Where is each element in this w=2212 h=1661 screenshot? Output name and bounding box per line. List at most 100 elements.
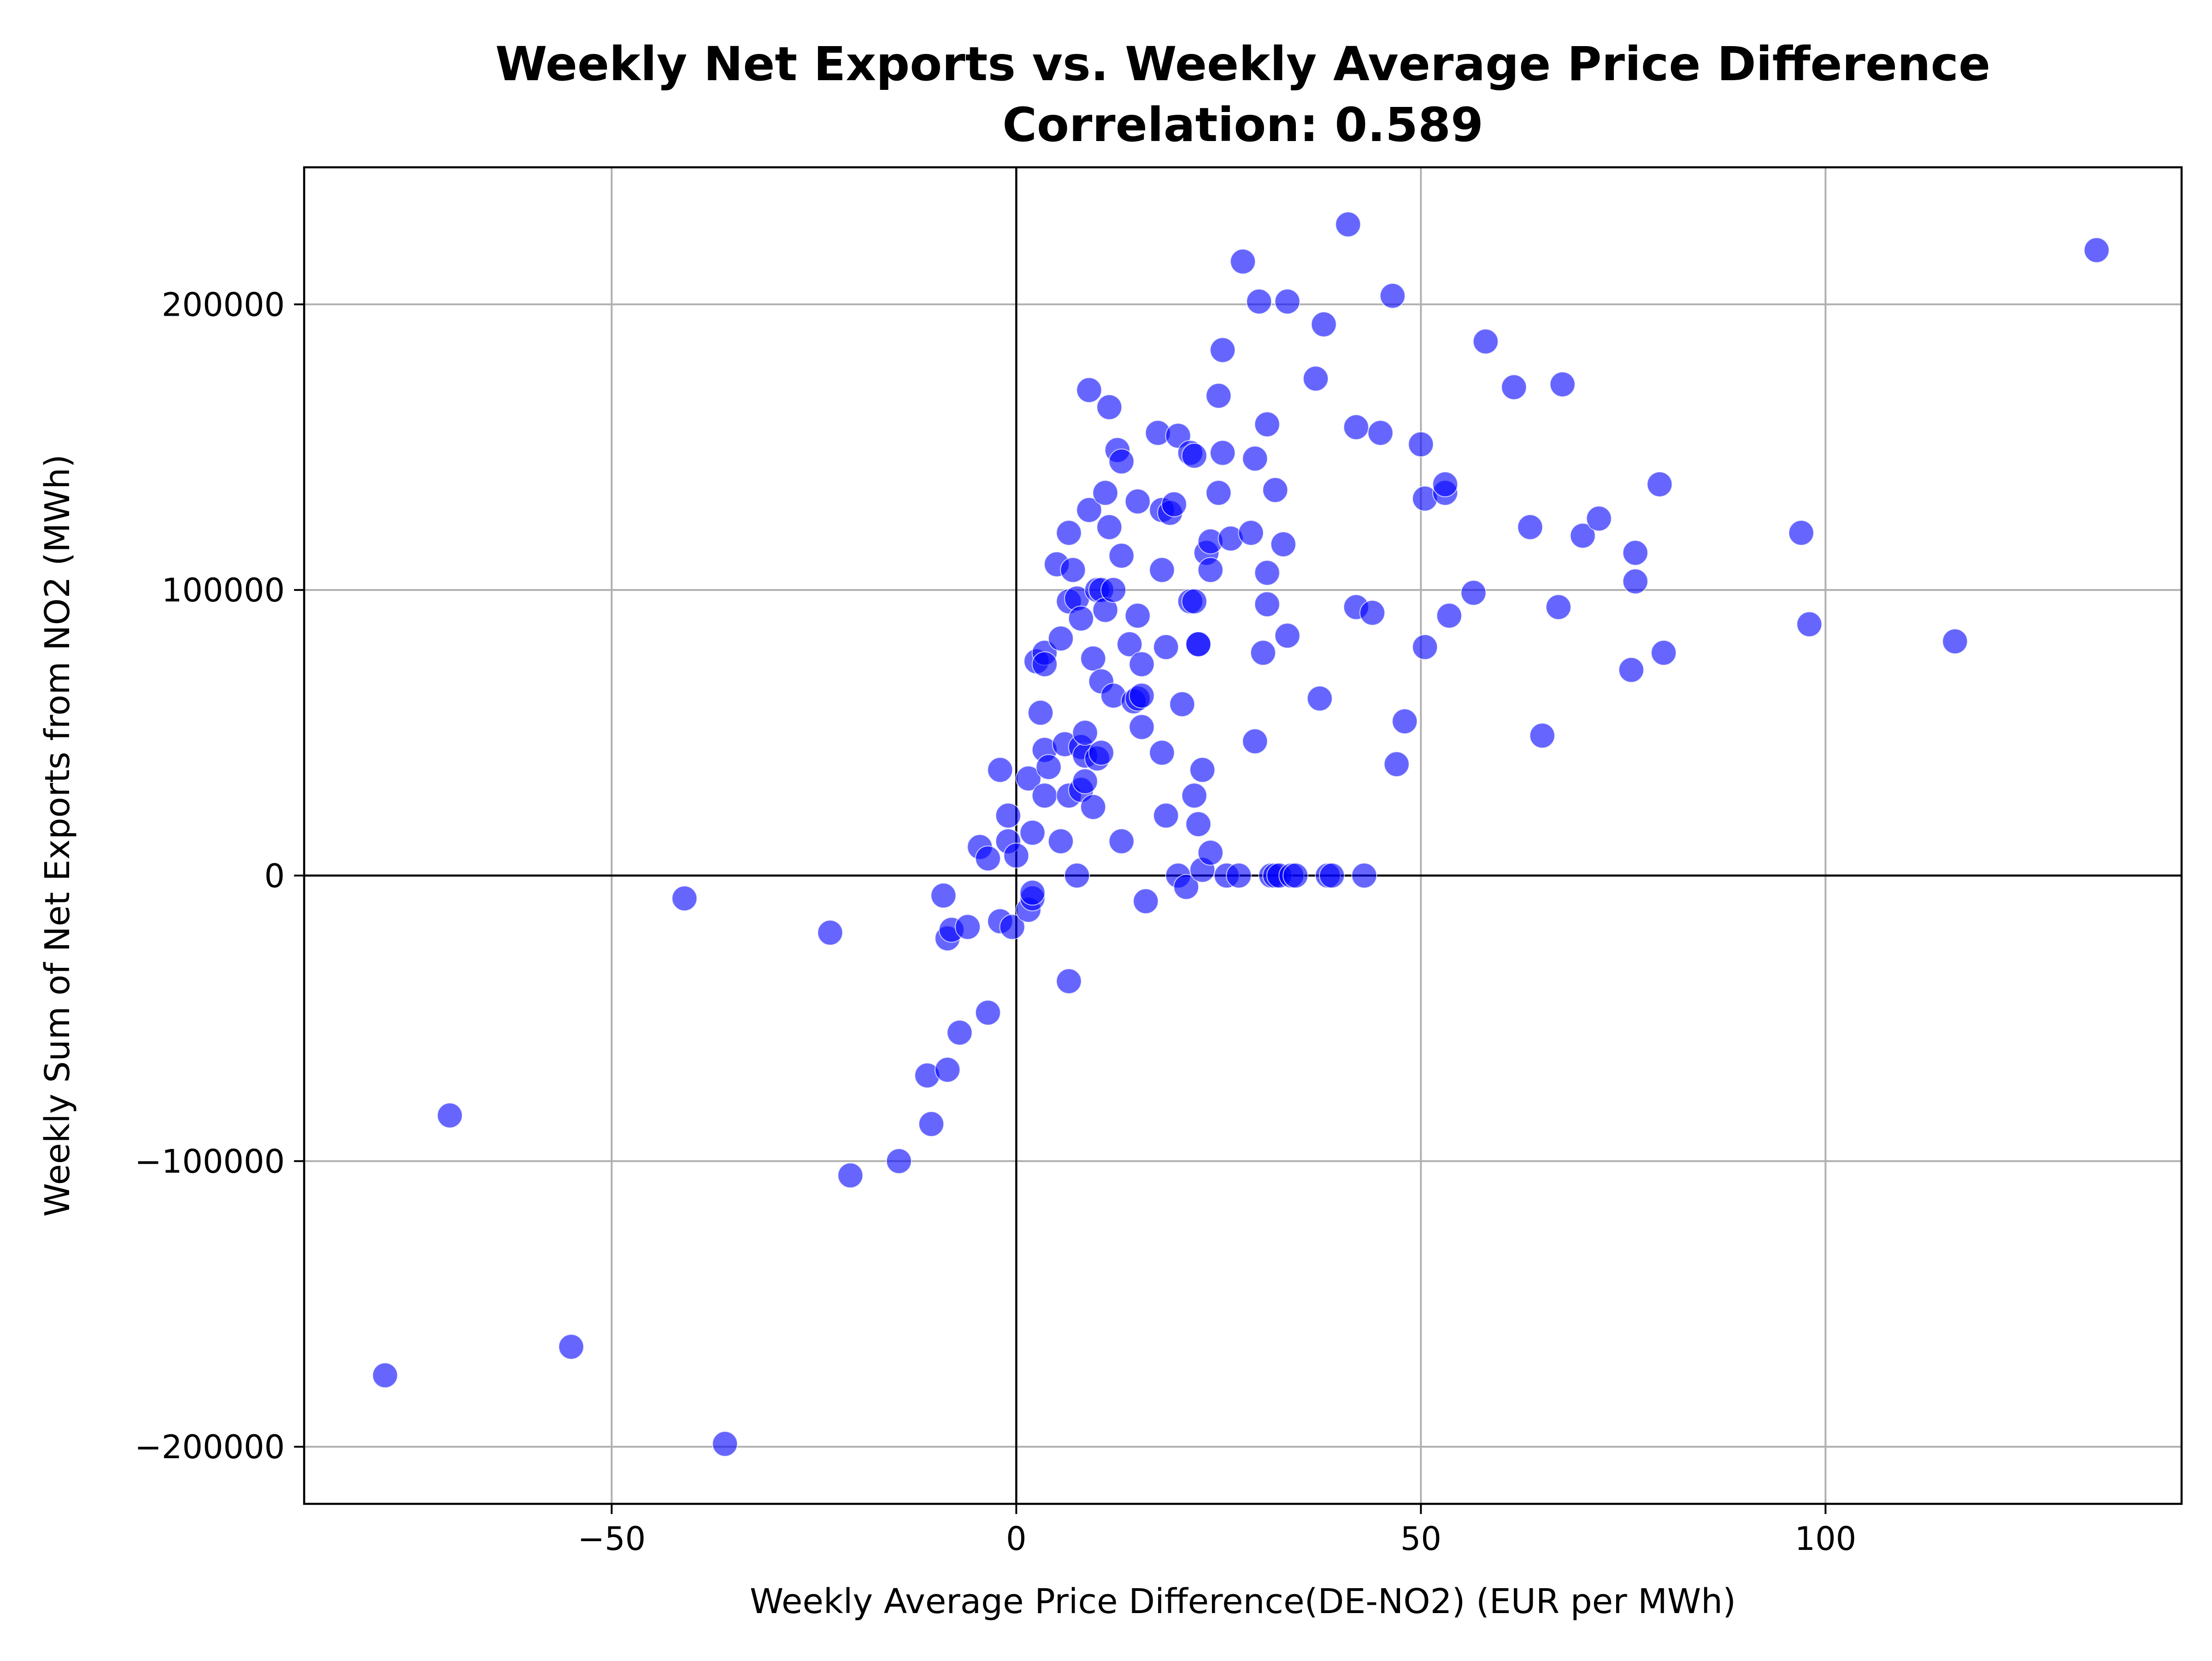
scatter-point xyxy=(1206,383,1232,409)
scatter-point xyxy=(1254,560,1280,586)
scatter-point xyxy=(1262,477,1288,503)
scatter-point xyxy=(1647,471,1673,497)
scatter-point xyxy=(995,802,1021,829)
zero-reference-lines xyxy=(304,167,2182,1504)
scatter-point xyxy=(1383,751,1410,777)
scatter-point xyxy=(987,757,1013,783)
scatter-point xyxy=(1622,568,1648,595)
scatter-point xyxy=(1306,685,1333,712)
scatter-point xyxy=(671,885,698,912)
scatter-point xyxy=(1096,394,1123,420)
scatter-point xyxy=(1412,634,1438,660)
scatter-point xyxy=(817,919,843,946)
scatter-point xyxy=(1254,591,1280,618)
scatter-point xyxy=(1197,840,1224,866)
scatter-point xyxy=(1408,431,1434,458)
scatter-point xyxy=(1517,514,1543,540)
y-axis-ticks: −200000 −100000 0 100000 200000 xyxy=(135,286,304,1466)
scatter-point xyxy=(1124,489,1151,514)
scatter-point xyxy=(1185,631,1212,657)
scatter-point xyxy=(1942,628,1968,654)
scatter-point xyxy=(1108,828,1135,854)
scatter-point xyxy=(1072,768,1098,795)
scatter-point xyxy=(1274,289,1300,315)
y-tick-label: 0 xyxy=(264,857,285,895)
scatter-point xyxy=(2083,237,2110,263)
scatter-point xyxy=(1080,794,1106,820)
scatter-point xyxy=(437,1102,463,1129)
scatter-point xyxy=(1788,520,1814,546)
scatter-point xyxy=(1210,440,1236,466)
scatter-point xyxy=(1436,602,1462,629)
scatter-point xyxy=(1392,708,1418,735)
scatter-point xyxy=(1047,625,1074,652)
scatter-point xyxy=(1311,311,1337,337)
scatter-point xyxy=(1169,691,1195,717)
scatter-point xyxy=(1181,588,1207,614)
scatter-point xyxy=(1335,211,1361,237)
scatter-point xyxy=(1367,420,1394,446)
scatter-point xyxy=(1149,557,1175,583)
scatter-point xyxy=(1206,480,1232,506)
scatter-point xyxy=(1031,651,1058,677)
scatter-point xyxy=(1019,879,1046,906)
plot-frame xyxy=(303,166,2183,1505)
scatter-point xyxy=(837,1162,864,1189)
scatter-point xyxy=(1076,497,1102,523)
y-tick-label: 200000 xyxy=(162,286,285,324)
scatter-point xyxy=(930,883,957,909)
scatter-point xyxy=(1359,600,1385,626)
scatter-point xyxy=(1149,740,1175,766)
scatter-point xyxy=(1796,611,1823,637)
chart-subtitle: Correlation: 0.589 xyxy=(1002,98,1483,153)
scatter-point xyxy=(1570,523,1596,549)
y-axis-label: Weekly Sum of Net Exports from NO2 (MWh) xyxy=(38,454,77,1217)
scatter-point xyxy=(1230,248,1256,275)
chart-title: Weekly Net Exports vs. Weekly Average Pr… xyxy=(495,37,1990,92)
scatter-point xyxy=(372,1362,398,1389)
scatter-point xyxy=(1173,874,1200,900)
scatter-point xyxy=(1153,634,1179,660)
scatter-point xyxy=(1618,657,1644,683)
scatter-point xyxy=(1586,506,1612,532)
scatter-point xyxy=(918,1111,944,1137)
scatter-point xyxy=(1529,723,1555,749)
scatter-point xyxy=(1080,645,1106,671)
scatter-point xyxy=(947,1019,973,1046)
scatter-point xyxy=(975,1000,1001,1026)
scatter-point xyxy=(975,845,1001,872)
scatter-point xyxy=(1117,631,1143,657)
scatter-point xyxy=(1153,802,1179,829)
scatter-point xyxy=(1379,283,1406,309)
scatter-point xyxy=(1622,540,1648,566)
scatter-point xyxy=(1064,862,1090,889)
scatter-point xyxy=(1501,374,1527,401)
scatter-point xyxy=(1100,577,1127,603)
scatter-point xyxy=(1651,640,1677,666)
scatter-point xyxy=(1242,446,1268,472)
scatter-point xyxy=(558,1334,584,1360)
x-tick-label: −50 xyxy=(577,1520,646,1558)
grid-layer xyxy=(304,167,2182,1504)
data-points xyxy=(372,211,2110,1457)
scatter-point xyxy=(1274,623,1300,649)
scatter-point xyxy=(1181,783,1207,809)
scatter-point xyxy=(1472,328,1499,354)
scatter-point xyxy=(1076,377,1102,403)
scatter-point xyxy=(712,1431,738,1457)
scatter-point xyxy=(1242,728,1268,754)
scatter-point xyxy=(1060,557,1086,583)
scatter-point xyxy=(1129,683,1155,709)
scatter-point xyxy=(1303,365,1329,392)
scatter-point xyxy=(1108,542,1135,569)
scatter-point xyxy=(1129,651,1155,677)
scatter-point xyxy=(1056,968,1082,995)
scatter-point xyxy=(1056,520,1082,546)
scatter-point xyxy=(1129,714,1155,740)
scatter-point xyxy=(1031,783,1058,809)
scatter-point xyxy=(1124,602,1151,629)
scatter-point xyxy=(1068,606,1094,632)
scatter-point xyxy=(1003,842,1030,869)
